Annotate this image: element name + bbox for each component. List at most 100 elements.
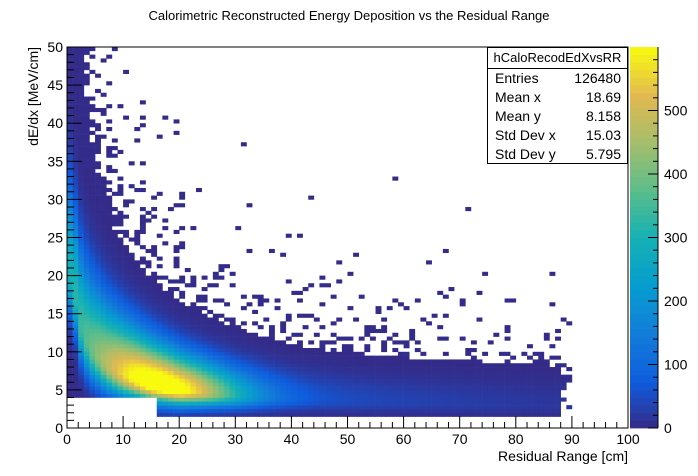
heatmap-cell (280, 382, 287, 387)
heatmap-cell (72, 283, 79, 288)
heatmap-cell (145, 313, 152, 318)
heatmap-cell (291, 370, 298, 375)
heatmap-cell (100, 237, 107, 242)
heatmap-cell (560, 378, 567, 383)
heatmap-cell (89, 153, 96, 158)
heatmap-cell (162, 378, 169, 383)
heatmap-cell (555, 393, 561, 398)
heatmap-cell (341, 408, 348, 414)
heatmap-cell (83, 271, 90, 276)
heatmap-cell (437, 401, 444, 406)
heatmap-cell (549, 271, 556, 276)
heatmap-cell (67, 226, 73, 231)
heatmap-cell (78, 62, 85, 67)
heatmap-cell (106, 218, 113, 223)
heatmap-cell (67, 88, 73, 94)
heatmap-cell (173, 256, 180, 261)
heatmap-cell (134, 332, 141, 337)
heatmap-cell (313, 386, 320, 391)
heatmap-cell (167, 370, 174, 375)
heatmap-cell (459, 382, 466, 387)
heatmap-cell (341, 401, 348, 406)
heatmap-cell (106, 252, 113, 257)
heatmap-cell (184, 386, 191, 391)
heatmap-cell (179, 401, 186, 406)
heatmap-cell (252, 389, 259, 395)
heatmap-cell (392, 332, 399, 337)
heatmap-cell (196, 370, 202, 375)
heatmap-cell (173, 412, 180, 417)
heatmap-cell (72, 271, 79, 276)
heatmap-cell (83, 214, 90, 219)
heatmap-cell (67, 115, 73, 120)
heatmap-cell (257, 408, 264, 414)
heatmap-cell (538, 378, 545, 383)
heatmap-cell (72, 321, 79, 326)
heatmap-cell (123, 275, 130, 280)
heatmap-cell (128, 283, 135, 288)
heatmap-cell (83, 187, 90, 193)
heatmap-cell (95, 73, 101, 78)
heatmap-cell (72, 382, 79, 387)
heatmap-cell (111, 370, 118, 375)
heatmap-cell (173, 397, 180, 402)
heatmap-cell (78, 214, 85, 219)
heatmap-cell (268, 363, 275, 368)
heatmap-cell (549, 382, 556, 387)
heatmap-cell (263, 382, 270, 387)
heatmap-cell (190, 313, 197, 318)
heatmap-cell (482, 401, 489, 406)
heatmap-cell (145, 332, 152, 337)
heatmap-cell (431, 401, 438, 406)
heatmap-cell (89, 271, 96, 276)
heatmap-cell (353, 252, 360, 257)
heatmap-cell (375, 408, 382, 414)
heatmap-cell (151, 363, 158, 368)
heatmap-cell (521, 408, 528, 414)
heatmap-cell (89, 104, 96, 109)
colorbar-segment (630, 321, 658, 330)
heatmap-cell (543, 412, 550, 417)
heatmap-cell (184, 351, 191, 356)
heatmap-cell (229, 321, 236, 326)
heatmap-cell (263, 374, 270, 379)
heatmap-cell (83, 111, 90, 116)
heatmap-cell (78, 389, 85, 395)
heatmap-cell (510, 378, 517, 383)
heatmap-cell (341, 374, 348, 379)
heatmap-cell (291, 351, 298, 356)
heatmap-cell (431, 382, 438, 387)
heatmap-cell (498, 397, 505, 402)
heatmap-cell (106, 264, 113, 269)
heatmap-cell (240, 359, 247, 364)
heatmap-cell (201, 287, 208, 292)
heatmap-cell (111, 340, 118, 345)
x-tick-label: 30 (228, 431, 244, 447)
heatmap-cell (353, 363, 360, 368)
heatmap-cell (173, 374, 180, 379)
heatmap-cell (78, 161, 85, 166)
heatmap-cell (409, 378, 416, 383)
heatmap-cell (78, 321, 85, 326)
heatmap-cell (381, 393, 388, 398)
heatmap-cell (156, 325, 163, 330)
heatmap-cell (235, 405, 242, 410)
heatmap-cell (156, 374, 163, 379)
heatmap-cell (179, 393, 186, 398)
heatmap-cell (437, 336, 444, 341)
heatmap-cell (123, 271, 130, 276)
heatmap-cell (89, 184, 96, 189)
heatmap-cell (89, 279, 96, 284)
heatmap-cell (302, 287, 309, 292)
heatmap-cell (392, 176, 399, 181)
heatmap-cell (409, 359, 416, 364)
heatmap-cell (319, 412, 326, 417)
x-axis-label: Residual Range [cm] (498, 448, 628, 464)
heatmap-cell (285, 408, 292, 414)
heatmap-cell (83, 77, 90, 82)
heatmap-cell (386, 405, 393, 410)
heatmap-cell (128, 340, 135, 345)
heatmap-cell (252, 336, 259, 341)
heatmap-cell (381, 367, 388, 372)
heatmap-cell (302, 397, 309, 402)
